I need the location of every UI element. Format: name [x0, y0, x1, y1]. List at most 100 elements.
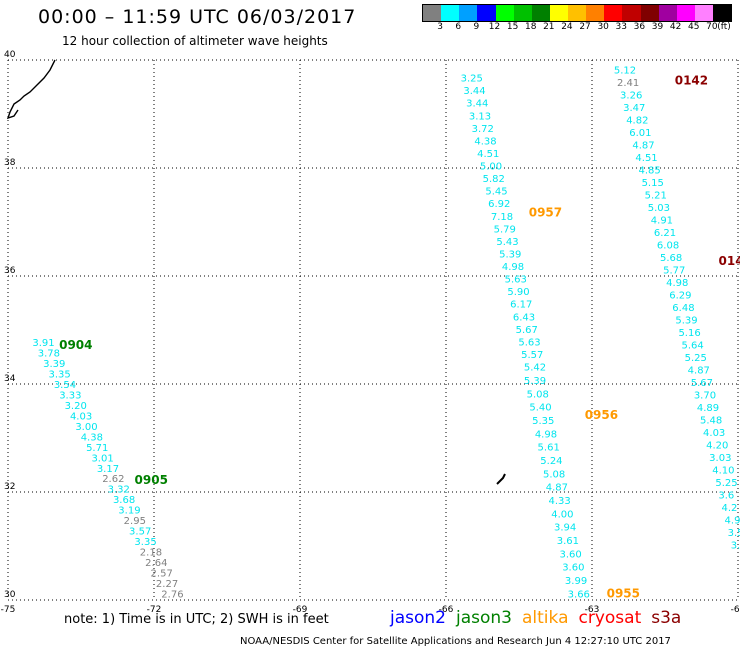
wave-height-value: 5.82 [483, 174, 505, 185]
wave-height-value: 5.12 [614, 66, 636, 77]
satellite-legend-jason3: jason3 [456, 608, 512, 628]
color-swatch [513, 5, 532, 21]
lon-tick-label: -60 [731, 605, 740, 615]
wave-height-value: 6.48 [672, 303, 694, 314]
color-scale-label: 21 [543, 22, 555, 32]
color-swatch [423, 5, 442, 21]
pass-time-label: 0955 [607, 586, 640, 600]
color-swatch [495, 5, 514, 21]
lon-tick-label: -66 [439, 605, 454, 615]
wave-height-value: 3.19 [118, 506, 140, 517]
color-swatch [441, 5, 460, 21]
wave-height-value: 5.67 [516, 325, 538, 336]
wave-height-value: 4.10 [712, 466, 734, 477]
wave-height-value: 2.41 [617, 78, 639, 89]
wave-height-value: 3.66 [568, 589, 590, 600]
wave-height-value: 7.18 [491, 212, 513, 223]
wave-height-value: 3.39 [43, 359, 65, 370]
wave-height-value: 5.77 [663, 266, 685, 277]
wave-height-value: 4.87 [546, 483, 568, 494]
lat-tick-label: 40 [4, 50, 16, 60]
color-scale-label: 45 [688, 22, 700, 32]
lat-tick-label: 34 [4, 374, 16, 384]
map-title: 00:00 – 11:59 UTC 06/03/2017 [38, 6, 357, 28]
wave-height-value: 6.29 [669, 291, 691, 302]
wave-height-value: 5.40 [529, 403, 551, 414]
wave-height-value: 5.43 [496, 237, 518, 248]
wave-height-value: 4.51 [477, 149, 499, 160]
lon-tick-label: -75 [1, 605, 16, 615]
wave-height-value: 5.64 [682, 341, 704, 352]
wave-height-value: 3.33 [59, 391, 81, 402]
wave-height-value: 4.03 [703, 428, 725, 439]
wave-height-value: 6.01 [629, 128, 651, 139]
wave-height-value: 3.99 [565, 576, 587, 587]
wave-height-value: 2.57 [151, 568, 173, 579]
wave-height-value: 5.68 [660, 253, 682, 264]
wave-height-value: 5.42 [524, 363, 546, 374]
wave-height-value: 4.98 [502, 262, 524, 273]
wave-height-value: 5.03 [648, 203, 670, 214]
wave-height-value: 6.21 [654, 228, 676, 239]
color-swatch [531, 5, 550, 21]
lat-tick-label: 32 [4, 482, 15, 492]
color-scale-label: 18 [524, 22, 537, 32]
wave-height-value: 2.95 [124, 516, 146, 527]
wave-height-value: 3.72 [472, 124, 494, 135]
wave-height-value: 3.61 [557, 536, 579, 547]
satellite-legend: jason2 jason3 altika cryosat s3a [390, 608, 691, 628]
color-scale-label: 30 [597, 22, 609, 32]
wave-height-value: 6.08 [657, 241, 679, 252]
wave-height-value: 5.39 [675, 316, 697, 327]
wave-height-value: 3.70 [694, 391, 716, 402]
wave-height-value: 3.6 [718, 491, 734, 502]
lat-tick-label: 38 [4, 158, 16, 168]
pass-time-label: 0141 [719, 254, 740, 268]
wave-height-value: 5.79 [494, 224, 516, 235]
wave-height-value: 5.24 [540, 456, 562, 467]
color-scale-bar [422, 4, 732, 22]
wave-height-value: 5.71 [86, 443, 108, 454]
wave-height-value: 6.17 [510, 300, 532, 311]
wave-height-value: 4.03 [70, 411, 92, 422]
wave-height-value: 5.25 [715, 478, 737, 489]
wave-height-value: 5.08 [527, 389, 549, 400]
wave-height-value: 4.98 [666, 278, 688, 289]
wave-height-value: 3.26 [620, 91, 642, 102]
color-scale-label: 36 [633, 22, 646, 32]
satellite-legend-s3a: s3a [651, 608, 682, 628]
wave-height-value: 4.51 [635, 153, 657, 164]
satellite-legend-altika: altika [522, 608, 569, 628]
color-swatch [658, 5, 677, 21]
map-subtitle: 12 hour collection of altimeter wave hei… [62, 34, 328, 48]
lon-tick-label: -72 [147, 605, 162, 615]
wave-height-value: 4.85 [638, 166, 660, 177]
pass-time-label: 0956 [585, 408, 618, 422]
color-scale-label: 33 [615, 22, 628, 32]
pass-time-label: 0905 [135, 473, 168, 487]
lat-tick-label: 36 [4, 266, 16, 276]
coastline-shape [6, 59, 56, 120]
wave-height-value: 5.39 [499, 249, 521, 260]
wave-height-value: 3.68 [113, 495, 135, 506]
wave-height-value: 3.01 [91, 453, 113, 464]
lon-tick-label: -63 [585, 605, 600, 615]
pass-time-label: 0957 [529, 206, 562, 220]
wave-height-value: 4.00 [551, 509, 573, 520]
wave-height-value: 3.32 [108, 485, 130, 496]
wave-height-value: 5.39 [524, 376, 546, 387]
wave-height-value: 5.67 [691, 378, 713, 389]
wave-height-value: 4.9 [725, 516, 740, 527]
color-scale-label: 3 [437, 22, 443, 32]
wave-height-value: 4.2 [721, 503, 737, 514]
wave-height-value: 5.48 [700, 416, 722, 427]
wave-height-value: 3.60 [562, 563, 584, 574]
wave-height-value: 2.62 [102, 474, 124, 485]
wave-height-value: 2.18 [140, 547, 162, 558]
wave-height-value: 2.27 [156, 579, 178, 590]
wave-height-value: 5.25 [685, 353, 707, 364]
wave-height-value: 2.64 [145, 558, 167, 569]
wave-height-value: 3.54 [54, 380, 76, 391]
wave-height-value: 4.20 [706, 441, 728, 452]
